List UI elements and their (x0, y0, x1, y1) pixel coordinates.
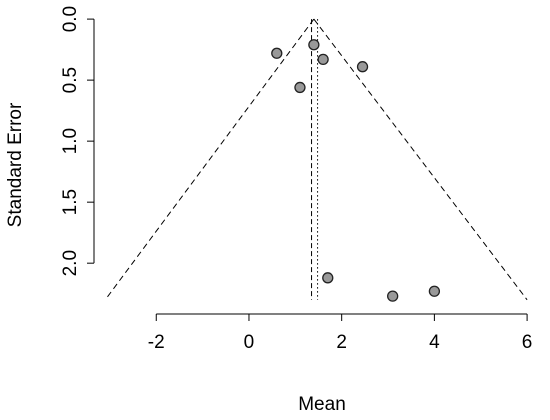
y-tick-label: 0.5 (60, 67, 81, 93)
x-axis-label: Mean (298, 394, 346, 415)
x-tick-label: 2 (336, 332, 347, 353)
funnel-lines (104, 18, 528, 301)
data-point (387, 290, 399, 302)
y-tick-label: 1.0 (60, 128, 81, 154)
funnel-right-line (313, 18, 528, 301)
data-point (308, 39, 320, 51)
y-tick-label: 1.5 (60, 189, 81, 215)
x-tick-label: -2 (148, 332, 165, 353)
data-point (356, 61, 369, 73)
x-axis-ticks: -2 0 2 4 6 (148, 314, 533, 353)
y-axis-ticks: 0.0 0.5 1.0 1.5 2.0 (60, 6, 94, 276)
x-tick-label: 6 (522, 332, 533, 353)
y-tick-label: 0.0 (60, 6, 81, 32)
data-point (317, 53, 329, 66)
data-points (271, 39, 441, 302)
y-axis-label: Standard Error (5, 102, 26, 227)
plot-frame (93, 19, 528, 315)
x-tick-label: 4 (429, 332, 440, 353)
y-tick-label: 2.0 (60, 250, 81, 276)
x-tick-label: 0 (244, 332, 255, 353)
data-point (271, 47, 283, 59)
data-point (294, 81, 306, 94)
funnel-left-line (104, 18, 315, 301)
data-point (428, 285, 441, 297)
data-point (322, 272, 334, 284)
